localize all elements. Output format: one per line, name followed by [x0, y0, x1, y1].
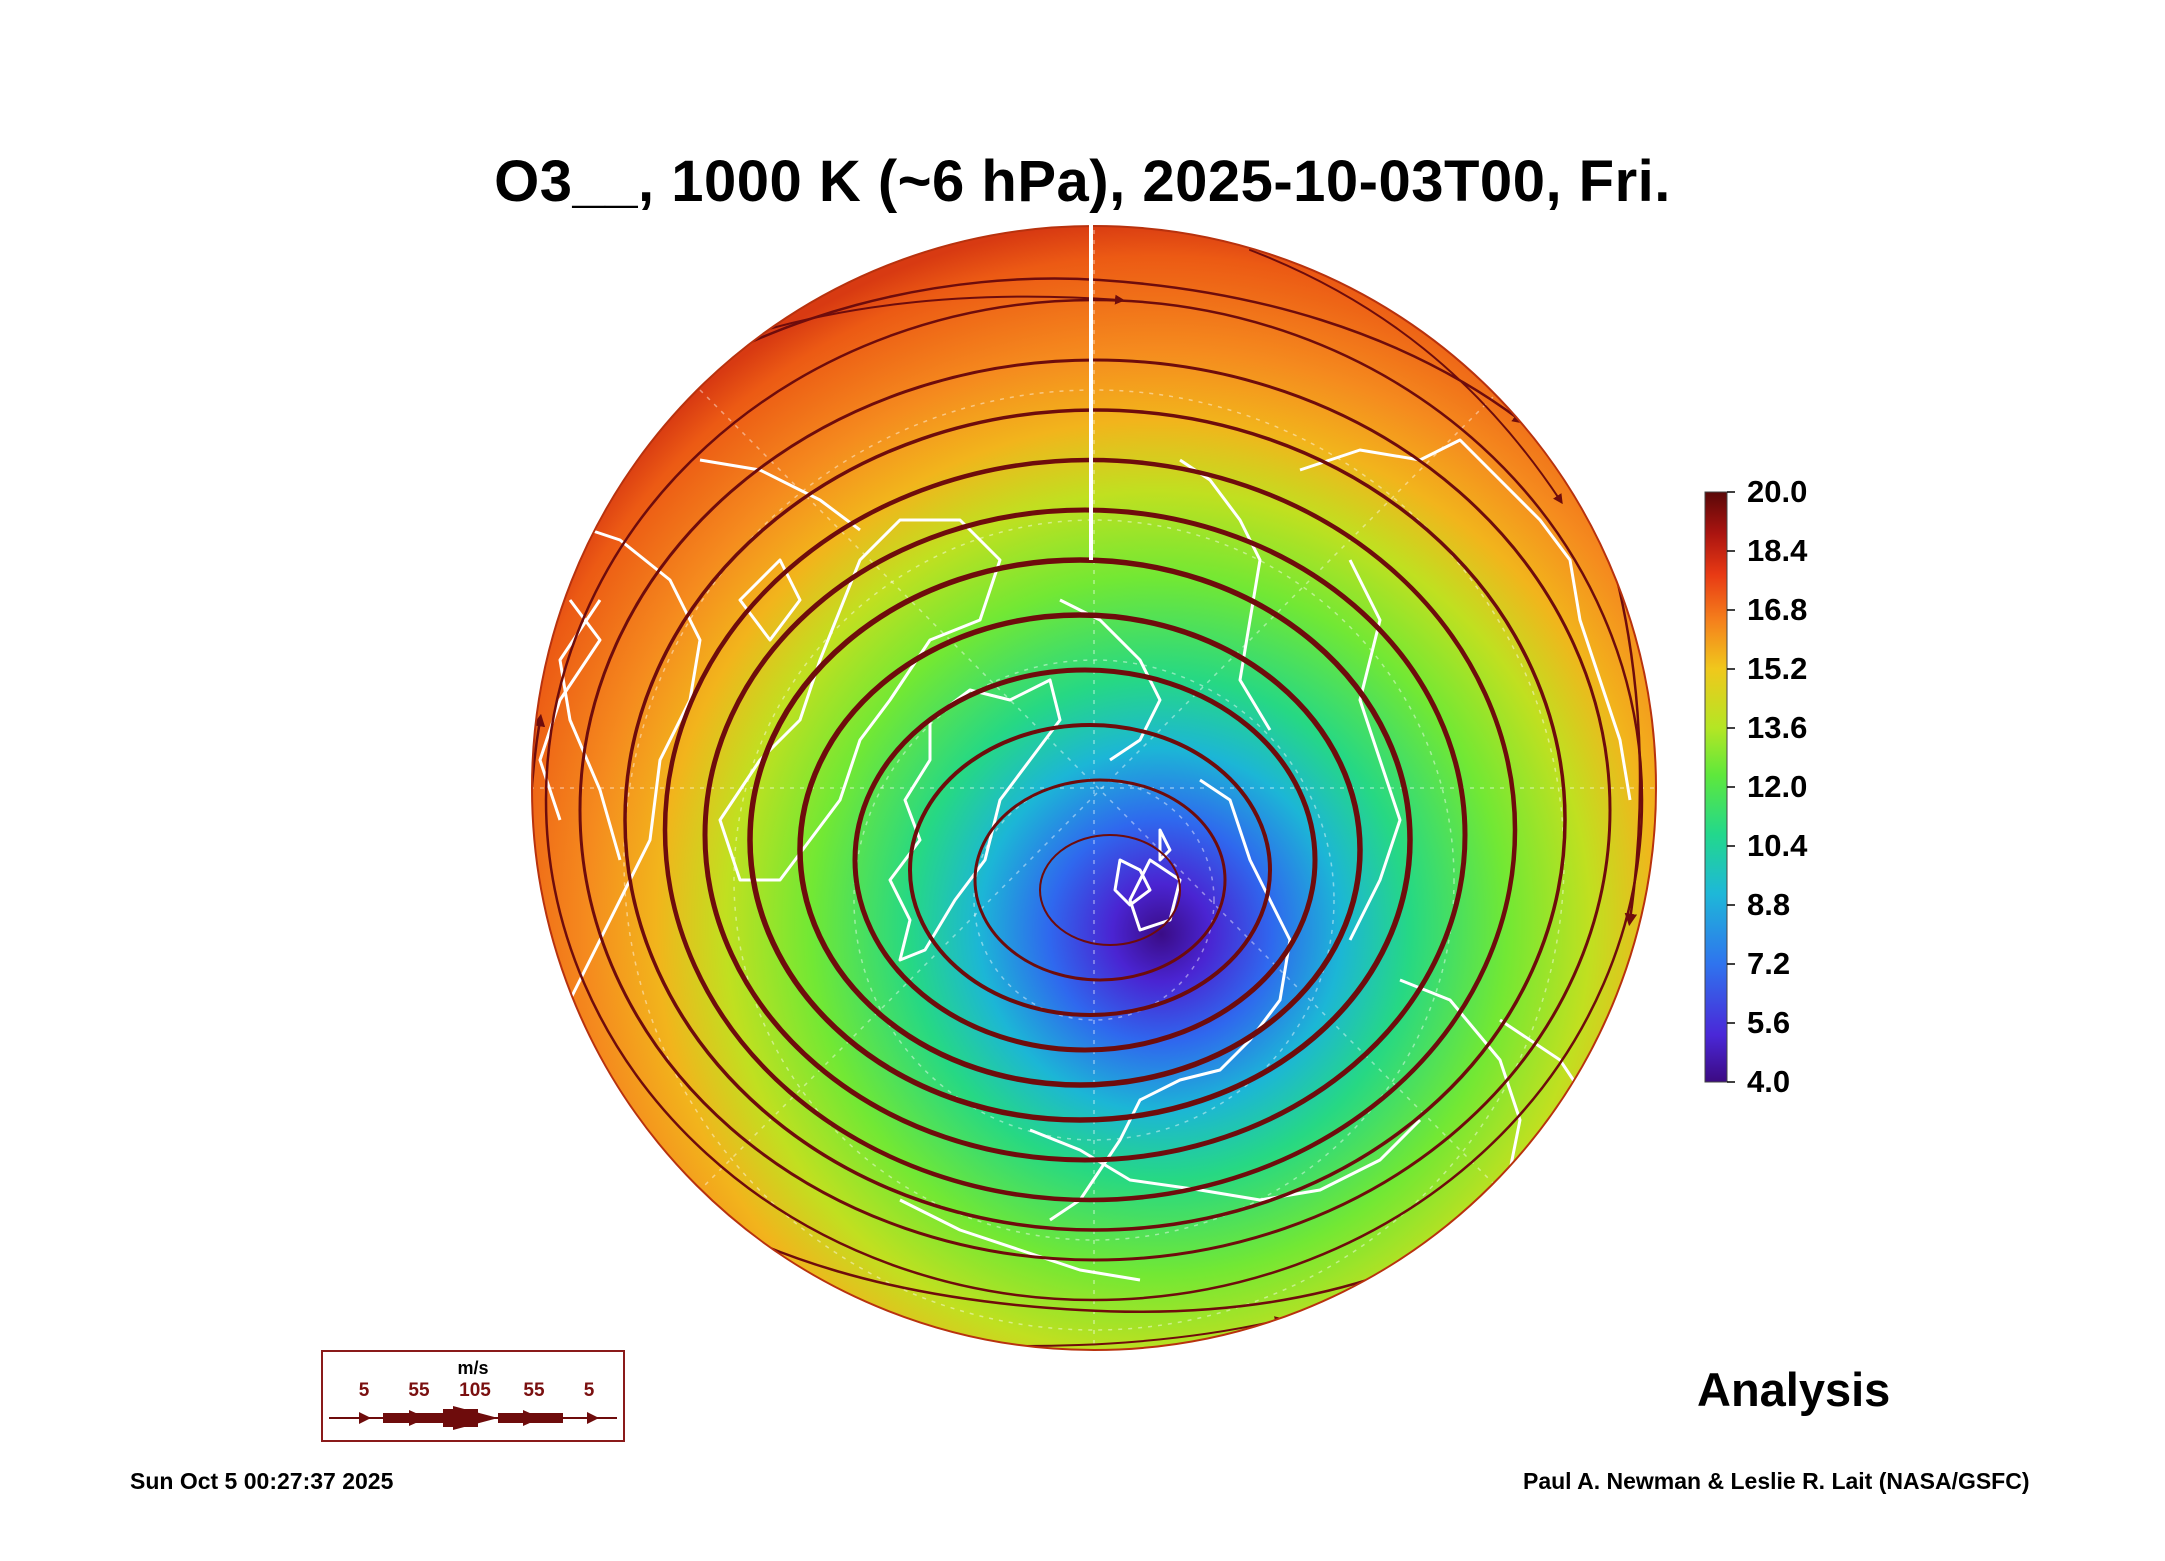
- globe-outline: [531, 225, 1657, 1351]
- wind-legend-speed: 55: [408, 1380, 430, 1401]
- colorbar: [1704, 491, 1728, 1083]
- colorbar-label: 13.6: [1747, 710, 1808, 745]
- wind-speed-legend: m/s 5 55 105 55 5: [321, 1350, 625, 1442]
- wind-legend-unit: m/s: [457, 1358, 489, 1378]
- colorbar-label: 16.8: [1747, 592, 1808, 627]
- wind-legend-speed: 105: [459, 1380, 491, 1401]
- wind-legend-speed: 5: [583, 1380, 595, 1401]
- colorbar-label: 8.8: [1747, 887, 1791, 922]
- wind-legend-speed: 55: [523, 1380, 545, 1401]
- colorbar-label: 12.0: [1747, 769, 1808, 804]
- wind-legend-arrow: [329, 1406, 617, 1430]
- colorbar-label: 10.4: [1747, 828, 1808, 863]
- wind-legend-speed: 5: [358, 1380, 370, 1401]
- colorbar-label: 7.2: [1747, 946, 1791, 981]
- colorbar-label: 5.6: [1747, 1005, 1791, 1040]
- timestamp: Sun Oct 5 00:27:37 2025: [130, 1468, 394, 1494]
- analysis-label: Analysis: [1697, 1363, 1891, 1416]
- ozone-field: [532, 226, 1656, 1350]
- map-title: O3__, 1000 K (~6 hPa), 2025-10-03T00, Fr…: [494, 149, 1671, 214]
- colorbar-label: 15.2: [1747, 651, 1808, 686]
- colorbar-label: 4.0: [1747, 1064, 1791, 1099]
- colorbar-label: 18.4: [1747, 533, 1808, 568]
- credit: Paul A. Newman & Leslie R. Lait (NASA/GS…: [1523, 1468, 2030, 1494]
- colorbar-label: 20.0: [1747, 474, 1808, 509]
- colorbar-ticks: [1727, 491, 1735, 1083]
